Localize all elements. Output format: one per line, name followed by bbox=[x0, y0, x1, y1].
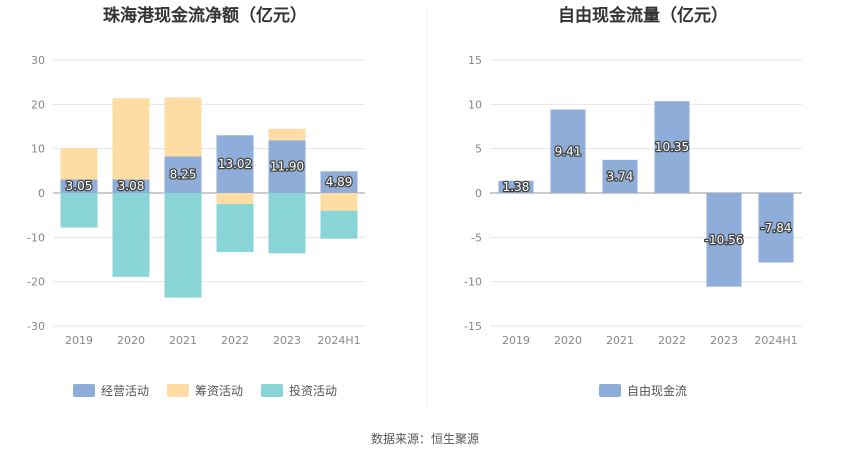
bar-经营活动-2020 bbox=[112, 179, 150, 193]
data-label: 4.89 bbox=[326, 175, 353, 189]
bar-投资活动-2024H1 bbox=[320, 210, 358, 239]
x-tick-label: 2024H1 bbox=[317, 334, 360, 347]
bar-投资活动-2020 bbox=[112, 193, 150, 277]
bar-投资活动-2019 bbox=[60, 193, 98, 228]
y-tick-label: 10 bbox=[31, 143, 45, 156]
x-tick-label: 2022 bbox=[658, 334, 686, 347]
bar-自由现金流-2024H1 bbox=[758, 193, 794, 263]
x-tick-label: 2023 bbox=[710, 334, 738, 347]
source-note: 数据来源：恒生聚源 bbox=[371, 431, 479, 446]
chart-title: 自由现金流量（亿元） bbox=[558, 5, 728, 26]
x-tick-label: 2022 bbox=[221, 334, 249, 347]
bar-投资活动-2023 bbox=[268, 193, 306, 254]
legend-swatch[interactable] bbox=[261, 384, 283, 397]
y-tick-label: -10 bbox=[464, 276, 482, 289]
legend-swatch[interactable] bbox=[167, 384, 189, 397]
y-tick-label: 20 bbox=[31, 98, 45, 111]
y-tick-label: 5 bbox=[475, 143, 482, 156]
x-tick-label: 2024H1 bbox=[754, 334, 797, 347]
data-label: -10.56 bbox=[705, 233, 744, 247]
legend-label: 经营活动 bbox=[101, 384, 149, 398]
x-tick-label: 2023 bbox=[273, 334, 301, 347]
bar-筹资活动-2022 bbox=[216, 193, 254, 205]
y-tick-label: 30 bbox=[31, 54, 45, 67]
x-tick-label: 2020 bbox=[554, 334, 582, 347]
data-label: 10.35 bbox=[655, 140, 689, 154]
bar-筹资活动-2021 bbox=[164, 97, 202, 157]
y-tick-label: -30 bbox=[27, 320, 45, 333]
bar-投资活动-2022 bbox=[216, 204, 254, 252]
legend-label: 筹资活动 bbox=[195, 384, 243, 398]
x-tick-label: 2021 bbox=[606, 334, 634, 347]
bar-自由现金流-2023 bbox=[706, 193, 742, 287]
data-label: 8.25 bbox=[170, 168, 197, 182]
bar-自由现金流-2022 bbox=[654, 101, 690, 193]
bar-经营活动-2021 bbox=[164, 156, 202, 193]
y-tick-label: -15 bbox=[464, 320, 482, 333]
data-label: 1.38 bbox=[503, 180, 530, 194]
legend-swatch[interactable] bbox=[599, 384, 621, 397]
bar-经营活动-2023 bbox=[268, 140, 306, 193]
y-tick-label: 0 bbox=[475, 187, 482, 200]
y-tick-label: -20 bbox=[27, 276, 45, 289]
x-tick-label: 2020 bbox=[117, 334, 145, 347]
bar-投资活动-2021 bbox=[164, 193, 202, 298]
legend-swatch[interactable] bbox=[73, 384, 95, 397]
bar-经营活动-2019 bbox=[60, 179, 98, 193]
bar-经营活动-2022 bbox=[216, 135, 254, 193]
bar-自由现金流-2021 bbox=[602, 159, 638, 193]
y-tick-label: 0 bbox=[38, 187, 45, 200]
chart-title: 珠海港现金流净额（亿元） bbox=[103, 5, 307, 26]
bar-筹资活动-2023 bbox=[268, 128, 306, 141]
data-label: 3.74 bbox=[607, 169, 634, 183]
x-tick-label: 2019 bbox=[502, 334, 530, 347]
y-tick-label: 15 bbox=[468, 54, 482, 67]
bar-筹资活动-2024H1 bbox=[320, 193, 358, 211]
y-tick-label: 10 bbox=[468, 98, 482, 111]
bar-筹资活动-2020 bbox=[112, 98, 150, 180]
legend-label: 自由现金流 bbox=[627, 383, 687, 398]
x-tick-label: 2019 bbox=[65, 334, 93, 347]
bar-筹资活动-2019 bbox=[60, 148, 98, 180]
data-label: 3.08 bbox=[118, 179, 145, 193]
legend-label: 投资活动 bbox=[289, 383, 337, 398]
y-tick-label: -10 bbox=[27, 231, 45, 244]
data-label: 3.05 bbox=[66, 179, 93, 193]
y-tick-label: -5 bbox=[471, 231, 482, 244]
data-label: -7.84 bbox=[760, 221, 791, 235]
bar-自由现金流-2020 bbox=[550, 109, 586, 193]
bar-经营活动-2024H1 bbox=[320, 171, 358, 193]
data-label: 9.41 bbox=[555, 144, 582, 158]
bar-自由现金流-2019 bbox=[498, 180, 534, 193]
x-tick-label: 2021 bbox=[169, 334, 197, 347]
data-label: 11.90 bbox=[270, 160, 304, 174]
data-label: 13.02 bbox=[218, 157, 252, 171]
